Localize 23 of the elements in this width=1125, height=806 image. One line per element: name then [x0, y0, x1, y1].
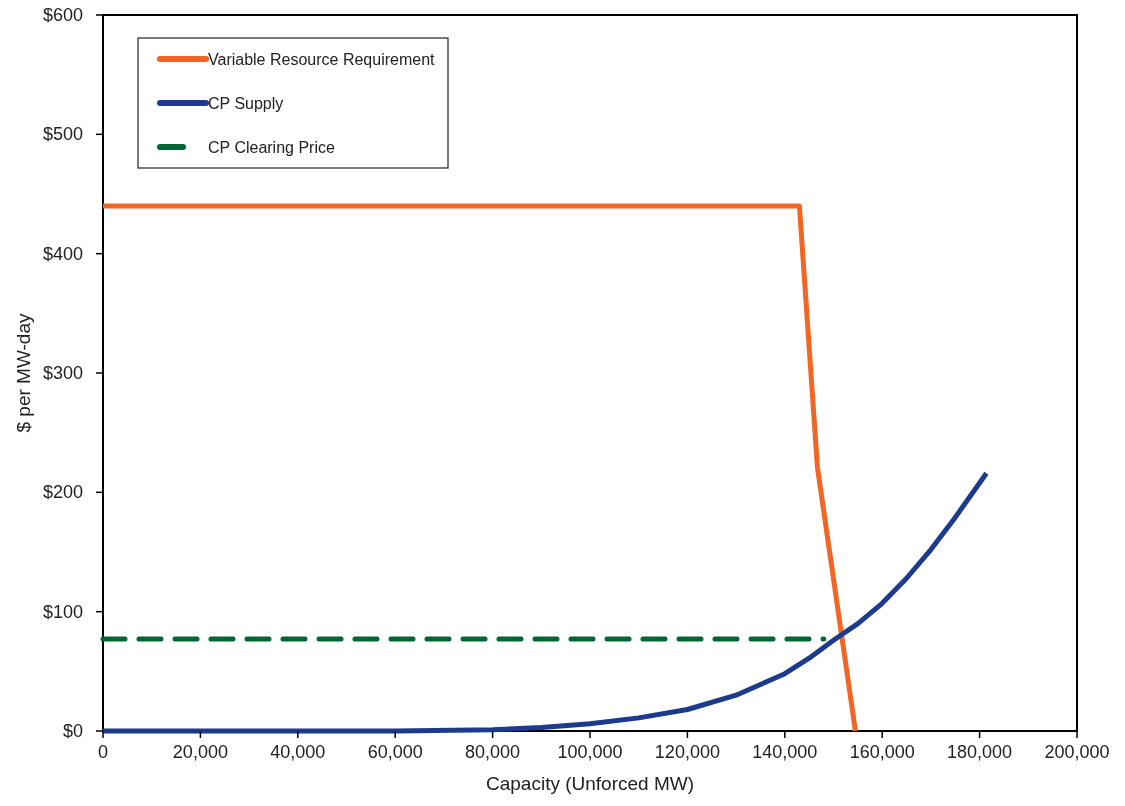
x-tick-label: 60,000 [367, 742, 423, 762]
x-tick-label: 40,000 [270, 742, 326, 762]
y-tick-label: $100 [42, 601, 83, 622]
y-tick-label: $500 [42, 124, 83, 145]
x-tick-label: 20,000 [172, 742, 228, 762]
x-tick-label: 100,000 [557, 742, 623, 762]
legend-label: CP Supply [208, 95, 284, 112]
y-tick-label: $400 [42, 243, 83, 264]
x-tick-label: 180,000 [947, 742, 1013, 762]
y-tick-label: $600 [42, 5, 83, 25]
x-axis-title: Capacity (Unforced MW) [486, 773, 694, 794]
x-tick-label: 200,000 [1044, 742, 1110, 762]
x-tick-label: 80,000 [465, 742, 521, 762]
x-tick-label: 120,000 [654, 742, 720, 762]
x-tick-label: 160,000 [849, 742, 915, 762]
x-tick-label: 140,000 [752, 742, 818, 762]
legend-label: Variable Resource Requirement [208, 51, 436, 68]
y-tick-label: $0 [62, 721, 83, 741]
y-tick-label: $200 [42, 482, 83, 503]
y-axis-title: $ per MW-day [13, 313, 34, 433]
legend-label: CP Clearing Price [208, 139, 335, 156]
y-tick-label: $300 [42, 363, 83, 383]
x-tick-label: 0 [97, 742, 109, 762]
